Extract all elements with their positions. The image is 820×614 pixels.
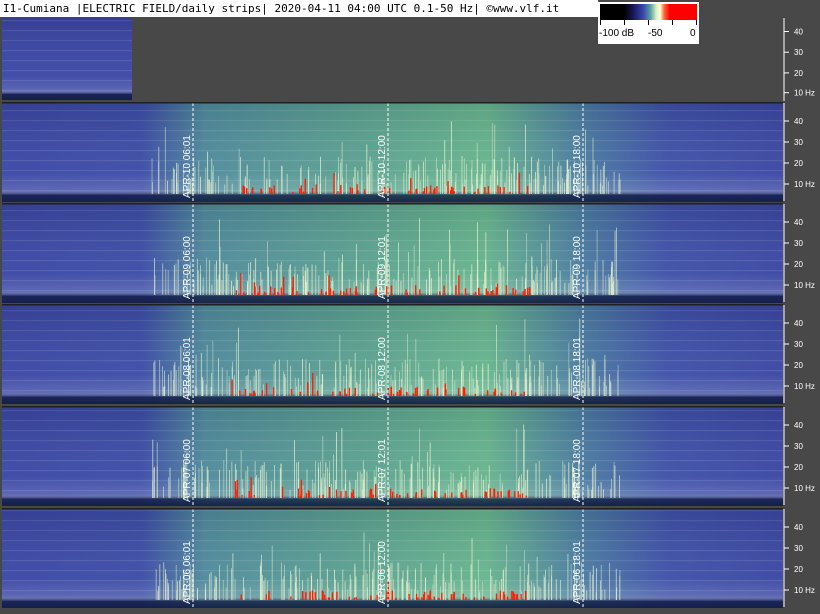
freq-tick-label: 10 Hz [794, 180, 815, 189]
strip-separator [2, 203, 783, 205]
strip-shading [2, 18, 132, 100]
time-marker-label: APR-08 06:01 [182, 337, 193, 400]
freq-tick-label: 30 [794, 544, 803, 553]
time-marker-label: APR-10 18:00 [572, 135, 583, 198]
freq-tick-label: 30 [794, 442, 803, 451]
freq-tick-label: 20 [794, 69, 803, 78]
time-marker-label: APR-09 06:00 [182, 236, 193, 299]
strip-separator [2, 304, 783, 306]
strip-apr-07: APR-07 06:00 APR-07 12:01 APR-07 18:00 [2, 407, 783, 506]
freq-tick-label: 10 Hz [794, 484, 815, 493]
strip-separator [2, 508, 783, 510]
freq-axis-bg [784, 203, 820, 303]
freq-axis-bg [784, 304, 820, 404]
time-marker-label: APR-06 06:01 [182, 541, 193, 604]
freq-tick-label: 40 [794, 319, 803, 328]
scale-label-mid: -50 [648, 28, 663, 39]
scale-label-min: -100 dB [599, 28, 635, 39]
strip-separator [2, 102, 783, 104]
freq-tick-label: 20 [794, 361, 803, 370]
time-marker-label: APR-08 12:00 [377, 337, 388, 400]
scale-label-max: 0 [690, 28, 696, 39]
strip-apr-06: APR-06 06:01 APR-06 12:00 APR-06 18:01 [2, 509, 783, 608]
freq-tick-label: 20 [794, 565, 803, 574]
time-marker-label: APR-06 18:01 [572, 541, 583, 604]
time-marker-label: APR-09 18:00 [572, 236, 583, 299]
time-marker-label: APR-07 06:00 [182, 439, 193, 502]
time-marker-label: APR-10 12:00 [377, 135, 388, 198]
strip-shading [2, 204, 783, 303]
time-marker-label: APR-10 06:01 [182, 135, 193, 198]
strip-shading [2, 103, 783, 202]
freq-tick-label: 40 [794, 523, 803, 532]
freq-tick-label: 40 [794, 28, 803, 37]
time-marker-label: APR-07 12:01 [377, 439, 388, 502]
chart-title: I1-Cumiana |ELECTRIC FIELD/daily strips|… [0, 0, 598, 17]
strip-apr-09: APR-09 06:00 APR-09 12:01 APR-09 18:00 [2, 204, 783, 303]
freq-tick-label: 30 [794, 138, 803, 147]
freq-tick-label: 30 [794, 239, 803, 248]
strip-apr-10: APR-10 06:01 APR-10 12:00 APR-10 18:00 [2, 103, 783, 202]
time-marker-label: APR-07 18:00 [572, 439, 583, 502]
freq-tick-label: 40 [794, 421, 803, 430]
time-marker-label: APR-08 18:01 [572, 337, 583, 400]
freq-tick-label: 30 [794, 48, 803, 57]
strip-shading [2, 305, 783, 404]
freq-tick-label: 20 [794, 463, 803, 472]
freq-tick-label: 10 Hz [794, 586, 815, 595]
freq-axis-bg [784, 508, 820, 608]
freq-tick-label: 40 [794, 117, 803, 126]
freq-tick-label: 40 [794, 218, 803, 227]
freq-tick-label: 30 [794, 340, 803, 349]
strip-apr-08: APR-08 06:01 APR-08 12:00 APR-08 18:01 [2, 305, 783, 404]
strip-shading [2, 407, 783, 506]
color-scale-bar [600, 4, 697, 20]
color-scale-ticks [600, 20, 697, 26]
freq-axis-bg [784, 406, 820, 506]
freq-tick-label: 10 Hz [794, 89, 815, 98]
freq-tick-label: 10 Hz [794, 281, 815, 290]
time-marker-label: APR-06 12:00 [377, 541, 388, 604]
strip-separator [2, 406, 783, 408]
color-scale-legend: -100 dB -50 0 [598, 2, 699, 44]
freq-axis-bg [784, 102, 820, 202]
strip-apr-11 [2, 18, 132, 100]
time-marker-label: APR-09 12:01 [377, 236, 388, 299]
freq-tick-label: 20 [794, 260, 803, 269]
freq-tick-label: 20 [794, 159, 803, 168]
freq-tick-label: 10 Hz [794, 382, 815, 391]
freq-axis-bg [784, 17, 820, 102]
